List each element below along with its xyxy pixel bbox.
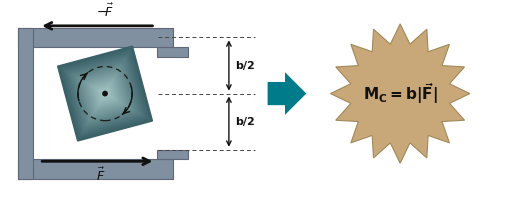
Polygon shape: [157, 150, 188, 159]
Polygon shape: [92, 80, 119, 107]
Polygon shape: [63, 52, 147, 135]
Text: b/2: b/2: [235, 117, 254, 127]
Polygon shape: [60, 48, 151, 139]
Text: $-\!\vec{F}$: $-\!\vec{F}$: [96, 3, 114, 20]
Polygon shape: [79, 67, 132, 120]
Polygon shape: [58, 46, 152, 141]
Polygon shape: [103, 92, 107, 95]
Text: $\mathbf{M_C = b|\vec{F}|}$: $\mathbf{M_C = b|\vec{F}|}$: [363, 81, 437, 106]
Text: b/2: b/2: [235, 61, 254, 71]
Polygon shape: [61, 50, 149, 137]
Polygon shape: [65, 54, 145, 133]
Text: $\vec{F}$: $\vec{F}$: [96, 167, 105, 184]
Polygon shape: [73, 61, 137, 126]
Polygon shape: [90, 78, 120, 109]
Polygon shape: [69, 58, 141, 130]
Polygon shape: [18, 159, 173, 179]
Polygon shape: [157, 47, 188, 57]
Polygon shape: [80, 69, 130, 118]
Polygon shape: [18, 28, 33, 179]
Circle shape: [102, 91, 108, 96]
Polygon shape: [18, 28, 173, 47]
Polygon shape: [67, 56, 143, 131]
Polygon shape: [71, 59, 139, 128]
Polygon shape: [101, 90, 109, 97]
Polygon shape: [94, 82, 117, 105]
Polygon shape: [88, 77, 122, 111]
Polygon shape: [82, 71, 128, 116]
Polygon shape: [96, 84, 114, 103]
Polygon shape: [99, 88, 111, 99]
Polygon shape: [84, 73, 126, 114]
Polygon shape: [75, 63, 135, 124]
Polygon shape: [331, 24, 470, 163]
Polygon shape: [86, 75, 124, 113]
Polygon shape: [77, 65, 133, 122]
Polygon shape: [268, 72, 306, 115]
Polygon shape: [98, 86, 112, 101]
